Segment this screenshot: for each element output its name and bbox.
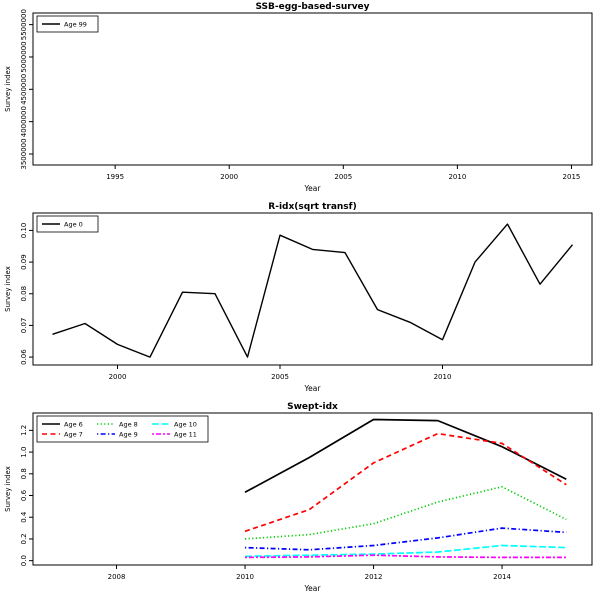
y-tick-label: 0.6 xyxy=(20,489,28,501)
y-tick-label: 1.0 xyxy=(20,447,28,458)
legend-label: Age 0 xyxy=(64,220,83,228)
legend-box xyxy=(36,415,209,443)
y-tick-label: 0.08 xyxy=(20,286,28,302)
legend-label: Age 9 xyxy=(119,430,138,438)
x-tick-label: 1995 xyxy=(106,173,124,181)
ssb-egg-based-survey-chart: SSB-egg-based-survey 1995 2000 2005 2010 2015… xyxy=(4,2,593,193)
y-tick-label: 0.8 xyxy=(20,468,28,479)
series-line-age-7 xyxy=(244,432,567,533)
x-tick-label: 2015 xyxy=(563,173,581,181)
x-tick-label: 2012 xyxy=(365,573,383,581)
plot-box xyxy=(32,12,593,166)
plot-box xyxy=(32,412,593,566)
series-line-age-11 xyxy=(244,554,567,559)
y-tick-label: 0.0 xyxy=(20,555,28,566)
legend-box xyxy=(36,15,99,33)
series-line-age-8 xyxy=(244,485,567,540)
series-line-age-6 xyxy=(244,418,567,494)
y-tick-label: 0.10 xyxy=(20,223,28,239)
x-tick-label: 2000 xyxy=(109,373,127,381)
x-tick-label: 2010 xyxy=(448,173,466,181)
y-tick-label: 0.2 xyxy=(20,533,28,544)
y-tick-label: 5000000 xyxy=(20,41,28,72)
x-tick-label: 2010 xyxy=(236,573,254,581)
legend-box xyxy=(36,215,99,233)
legend-label: Age 8 xyxy=(119,420,138,428)
y-axis-label: Survey index xyxy=(4,266,12,312)
y-axis-label: Survey index xyxy=(4,466,12,512)
x-axis-label: Year xyxy=(304,384,322,393)
y-tick-label: 5500000 xyxy=(20,9,28,40)
chart-panel-r-idx: R-idx(sqrt transf) 2000 2005 2010 0.06 0.07 0.… xyxy=(0,200,600,400)
series-line-age-0 xyxy=(52,223,574,358)
legend-label: Age 6 xyxy=(64,420,83,428)
x-tick-label: 2010 xyxy=(434,373,452,381)
chart-title: R-idx(sqrt transf) xyxy=(268,202,356,212)
y-tick-label: 0.07 xyxy=(20,318,28,334)
plot-box xyxy=(32,212,593,366)
x-tick-label: 2000 xyxy=(220,173,238,181)
legend-label: Age 7 xyxy=(64,430,83,438)
y-tick-label: 3500000 xyxy=(20,138,28,169)
y-tick-label: 0.4 xyxy=(20,511,28,523)
y-tick-label: 0.06 xyxy=(20,349,28,365)
chart-title: Swept-idx xyxy=(287,402,338,412)
series-line-age-9 xyxy=(244,527,567,551)
series-line-age-10 xyxy=(244,544,567,558)
chart-title: SSB-egg-based-survey xyxy=(255,2,369,12)
x-tick-label: 2008 xyxy=(108,573,126,581)
legend-label: Age 10 xyxy=(174,420,197,428)
swept-idx-chart: Swept-idx 2008 2010 2012 2014 0.0 0.2 0.4 0.6 0.8… xyxy=(4,402,593,593)
y-tick-label: 4500000 xyxy=(20,74,28,105)
x-tick-label: 2014 xyxy=(493,573,511,581)
x-axis-label: Year xyxy=(304,584,322,593)
y-tick-label: 0.09 xyxy=(20,254,28,270)
x-tick-label: 2005 xyxy=(334,173,352,181)
legend-label: Age 11 xyxy=(174,430,197,438)
legend-label: Age 99 xyxy=(64,20,87,28)
y-axis-label: Survey index xyxy=(4,66,12,112)
y-tick-label: 4000000 xyxy=(20,106,28,137)
r-idx-chart: R-idx(sqrt transf) 2000 2005 2010 0.06 0.07 0.… xyxy=(4,202,593,393)
y-tick-label: 1.2 xyxy=(20,425,28,436)
x-axis-label: Year xyxy=(304,184,322,193)
chart-panel-ssb-egg-based-survey: SSB-egg-based-survey 1995 2000 2005 2010 2015… xyxy=(0,0,600,200)
x-tick-label: 2005 xyxy=(271,373,289,381)
chart-panel-swept-idx: Swept-idx 2008 2010 2012 2014 0.0 0.2 0.4 0.6 0.8… xyxy=(0,400,600,600)
